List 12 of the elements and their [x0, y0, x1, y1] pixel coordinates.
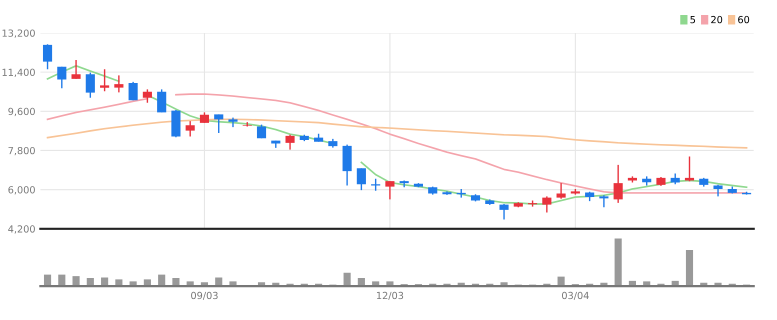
y-tick-label: 11,400 — [2, 68, 35, 77]
y-tick-label: 4,200 — [8, 225, 35, 234]
y-tick-label: 9,600 — [8, 108, 35, 116]
x-tick-label: 03/04 — [562, 292, 589, 300]
y-tick-label: 6,000 — [8, 186, 35, 194]
y-tick-label: 13,200 — [2, 29, 35, 38]
legend-label: 20 — [711, 16, 722, 24]
y-tick-label: 7,800 — [8, 146, 35, 156]
x-tick-label: 12/03 — [376, 292, 404, 300]
x-tick-label: 09/03 — [191, 292, 218, 300]
legend-label: 60 — [738, 16, 750, 24]
legend-label: 5 — [690, 16, 696, 24]
